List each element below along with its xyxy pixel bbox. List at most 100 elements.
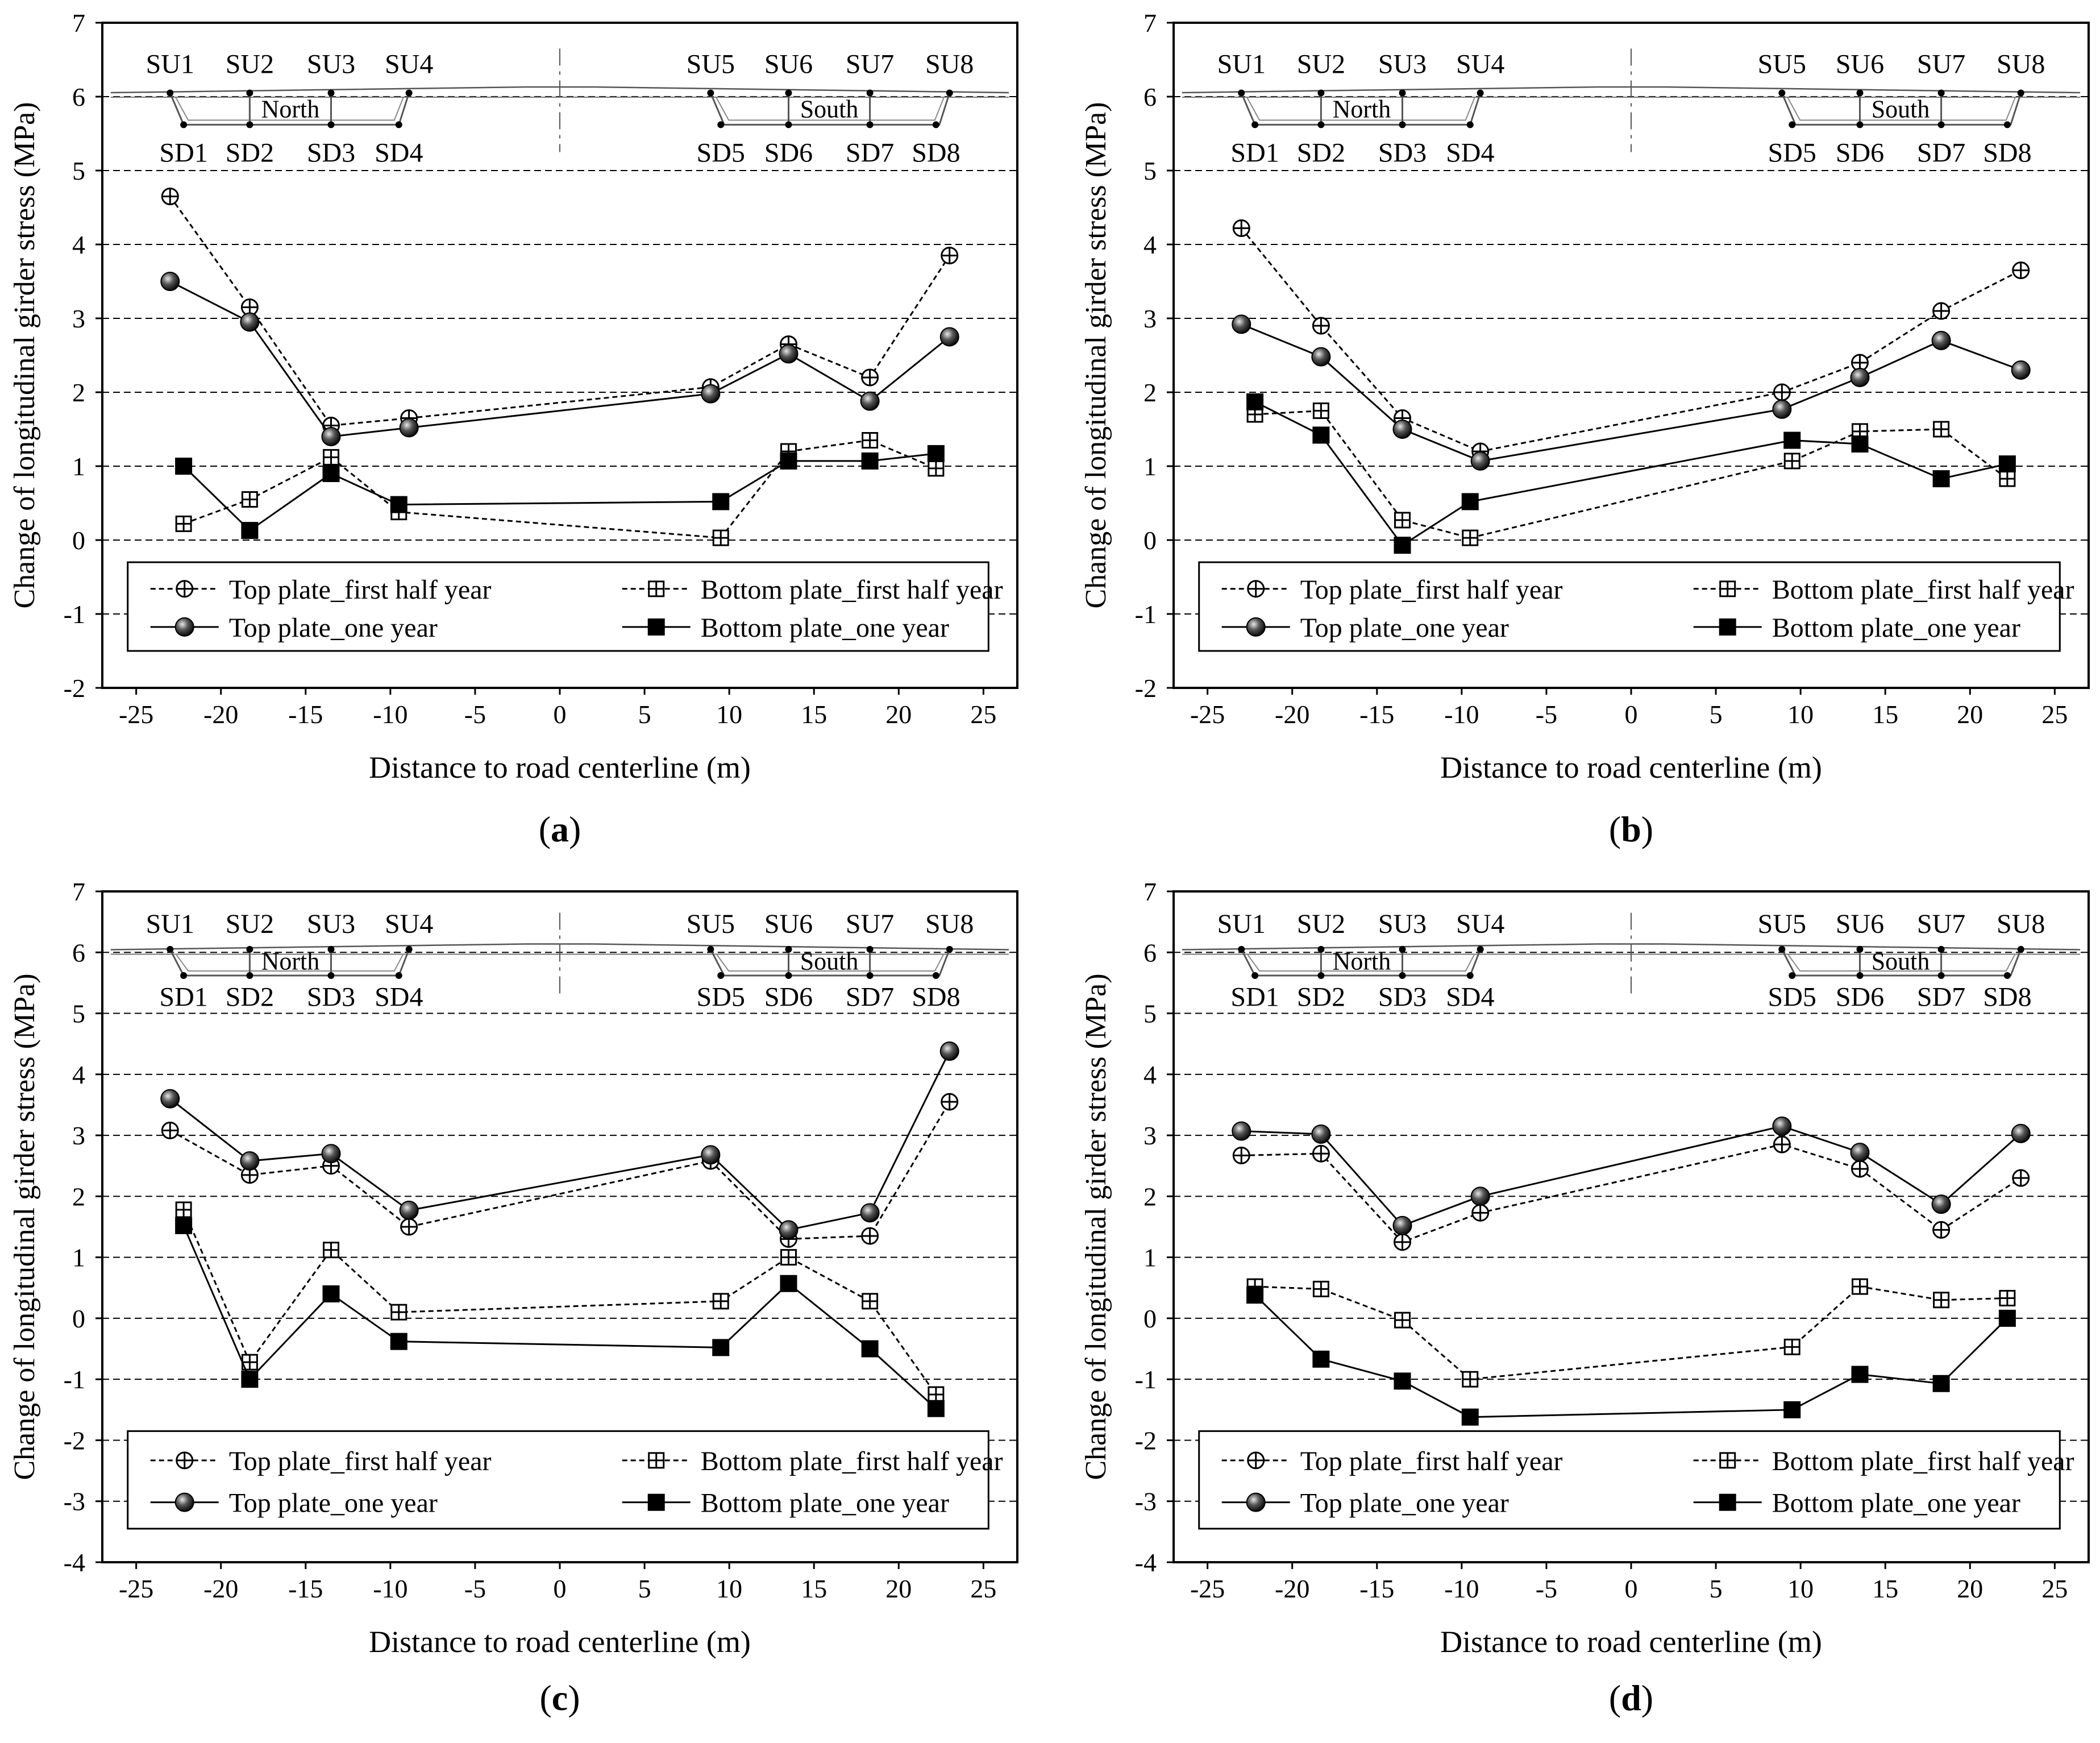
y-tick-label: 6: [1143, 82, 1157, 111]
bottom-gauge-dot: [1317, 972, 1325, 980]
bottom-gauge-dot: [395, 121, 402, 128]
top-gauge-dot: [1238, 945, 1245, 953]
legend-marker: [648, 1452, 665, 1469]
bottom-gauge-label: SD5: [1768, 982, 1816, 1012]
data-point: [399, 418, 419, 438]
y-tick-label: 4: [72, 1060, 85, 1089]
bottom-gauge-dot: [1317, 121, 1325, 128]
top-gauge-dot: [1317, 89, 1325, 97]
bottom-gauge-label: SD6: [764, 138, 813, 168]
data-point: [1470, 1186, 1490, 1206]
data-point: [1773, 1135, 1791, 1153]
x-tick-label: 0: [554, 700, 567, 729]
data-point: [160, 1089, 180, 1109]
data-point: [1773, 383, 1791, 401]
data-point: [1783, 453, 1800, 470]
data-point: [175, 458, 193, 475]
marker-filled-square: [1394, 1372, 1411, 1390]
legend-entry: Top plate_first half year: [150, 1446, 492, 1476]
legend-label: Bottom plate_first half year: [1772, 575, 2074, 605]
top-gauge-dot: [327, 945, 335, 953]
marker-ball: [2011, 360, 2031, 380]
series-ball: [160, 272, 959, 446]
legend-box: [127, 1430, 989, 1530]
series-circle-cross: [1232, 1135, 2030, 1251]
top-gauge-dot: [707, 945, 714, 953]
marker-ball: [2011, 1123, 2031, 1143]
girder-inner: [1246, 97, 1475, 121]
legend-label: Bottom plate_first half year: [701, 575, 1003, 605]
marker-filled-square: [1719, 618, 1736, 636]
x-tick-label: 10: [1787, 1574, 1814, 1603]
y-tick-label: 6: [72, 938, 85, 967]
y-tick-label: 7: [72, 877, 85, 906]
marker-filled-square: [1851, 435, 1869, 453]
series-line: [1255, 1285, 2007, 1380]
legend-label: Top plate_one year: [229, 1488, 438, 1518]
south-girder: [710, 949, 951, 977]
data-point: [1851, 1366, 1869, 1383]
data-point: [1394, 1372, 1411, 1390]
legend-entry: Bottom plate_one year: [1693, 1488, 2020, 1518]
data-point: [1312, 402, 1329, 419]
marker-filled-square: [1998, 1309, 2016, 1327]
y-tick-label: 5: [72, 999, 85, 1028]
legend-label: Bottom plate_first half year: [701, 1446, 1003, 1476]
panel-label-letter: b: [1621, 809, 1641, 849]
bottom-gauge-label: SD6: [1836, 982, 1884, 1012]
panel-label: (d): [1609, 1678, 1653, 1718]
data-point: [1312, 1350, 1330, 1368]
data-point: [390, 1304, 407, 1321]
top-gauge-dot: [1399, 945, 1406, 953]
panel-label-letter: c: [552, 1678, 568, 1718]
panel-label-letter: d: [1621, 1678, 1641, 1718]
top-gauge-label: SU8: [1997, 909, 2045, 939]
marker-ball: [779, 1220, 799, 1240]
legend-entry: Top plate_one year: [1221, 1488, 1509, 1518]
legend-box: [1198, 1430, 2061, 1530]
bottom-gauge-dot: [1937, 121, 1945, 128]
data-point: [175, 1217, 193, 1234]
data-point: [1852, 1278, 1868, 1295]
data-point: [1850, 1143, 1870, 1163]
panel-label-open: (: [539, 809, 551, 849]
panel-label: (b): [1609, 809, 1653, 849]
legend-label: Bottom plate_one year: [701, 613, 949, 643]
data-point: [1461, 1408, 1479, 1426]
bottom-gauge-label: SD3: [1378, 138, 1427, 168]
legend-entry: Bottom plate_one year: [622, 1488, 949, 1518]
legend-label: Bottom plate_one year: [1772, 613, 2020, 643]
top-gauge-dot: [785, 89, 792, 97]
north-label: North: [1333, 947, 1391, 975]
legend-marker: [1246, 1492, 1266, 1512]
y-tick-label: 3: [1143, 304, 1157, 333]
marker-filled-square: [647, 618, 665, 636]
marker-filled-square: [1394, 537, 1411, 554]
marker-filled-square: [1998, 455, 2016, 473]
marker-filled-square: [1461, 493, 1479, 511]
top-gauge-label: SU1: [146, 909, 194, 939]
y-tick-label: 4: [1143, 1060, 1157, 1089]
top-gauge-label: SU3: [307, 49, 355, 79]
y-tick-label: 3: [72, 1121, 85, 1150]
data-point: [939, 1041, 959, 1061]
top-gauge-label: SU5: [687, 49, 735, 79]
data-point: [780, 1249, 797, 1266]
data-point: [1312, 426, 1330, 444]
series-line: [1254, 401, 2008, 547]
legend-box: [1198, 561, 2061, 652]
top-gauge-label: SU1: [146, 49, 194, 79]
top-gauge-dot: [946, 89, 953, 97]
x-tick-label: 20: [885, 700, 912, 729]
marker-filled-square: [1932, 470, 1950, 488]
bottom-gauge-label: SD7: [1917, 138, 1965, 168]
top-gauge-dot: [1856, 89, 1864, 97]
data-point: [323, 449, 339, 466]
y-tick-label: 7: [72, 9, 85, 38]
marker-ball: [939, 1041, 959, 1061]
bottom-gauge-label: SD8: [912, 138, 960, 168]
legend-entry: Top plate_first half year: [1221, 575, 1563, 605]
x-tick-label: -25: [119, 700, 153, 729]
y-tick-label: 0: [72, 526, 85, 555]
